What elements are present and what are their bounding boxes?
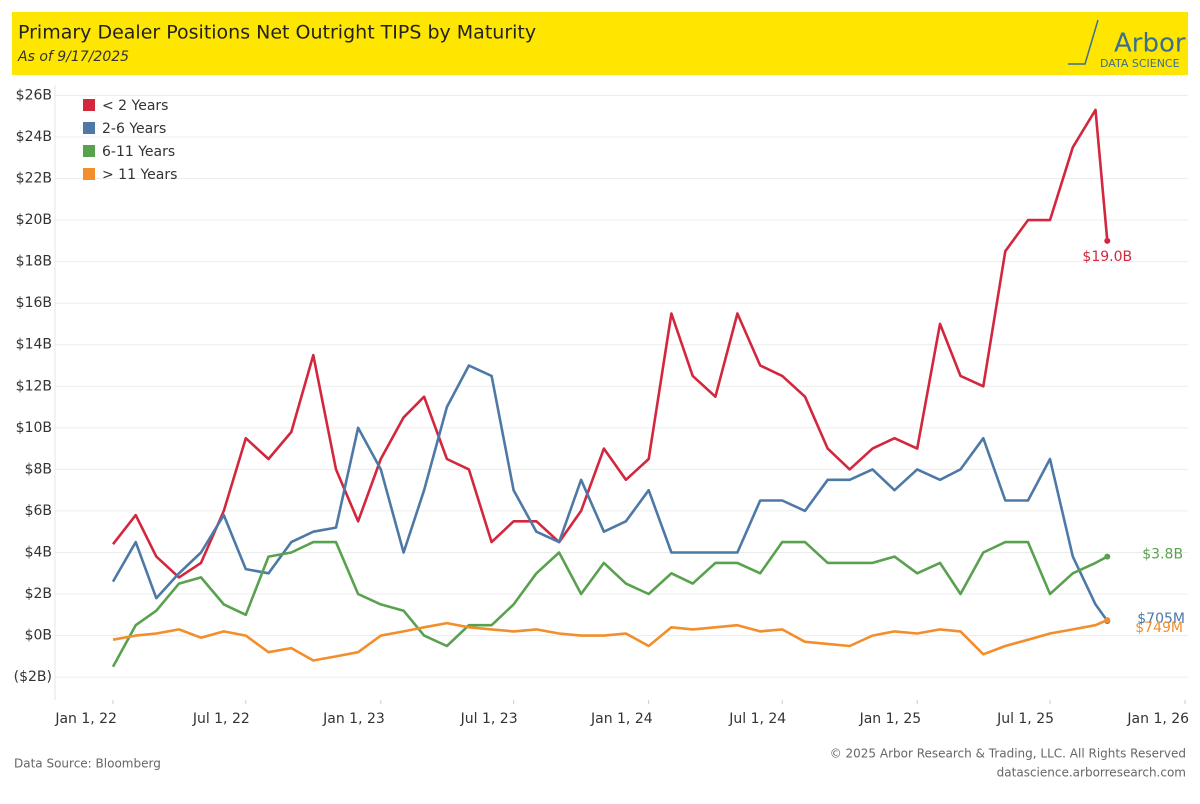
x-tick-label: Jan 1, 24 xyxy=(590,711,653,727)
series-line xyxy=(111,540,1108,668)
y-tick-label: $22B xyxy=(16,170,52,186)
source-note: Data Source: Bloomberg xyxy=(14,757,161,771)
logo: Arbor DATA SCIENCE xyxy=(1068,19,1186,70)
x-tick-label: Jan 1, 23 xyxy=(322,711,385,727)
chart-subtitle: As of 9/17/2025 xyxy=(17,49,129,65)
end-point xyxy=(1104,553,1111,560)
x-tick-label: Jul 1, 22 xyxy=(192,711,250,727)
data-label: $705M xyxy=(1137,611,1185,627)
y-tick-label: ($2B) xyxy=(14,669,52,685)
y-tick-label: $6B xyxy=(25,503,52,519)
logo-mark xyxy=(1068,19,1099,65)
chart-title: Primary Dealer Positions Net Outright TI… xyxy=(18,22,536,44)
y-tick-label: $26B xyxy=(16,87,52,103)
data-label: $19.0B xyxy=(1082,249,1132,265)
website: datascience.arborresearch.com xyxy=(997,766,1186,780)
x-tick-label: Jul 1, 24 xyxy=(728,711,786,727)
y-tick-label: $24B xyxy=(16,129,52,145)
y-tick-label: $0B xyxy=(25,628,52,644)
y-tick-label: $14B xyxy=(16,337,52,353)
copyright: © 2025 Arbor Research & Trading, LLC. Al… xyxy=(830,747,1186,761)
y-tick-label: $2B xyxy=(25,586,52,602)
end-point xyxy=(1104,617,1111,624)
legend-swatch xyxy=(83,99,95,111)
y-tick-label: $4B xyxy=(25,544,52,560)
logo-name: Arbor xyxy=(1114,29,1186,59)
legend-swatch xyxy=(83,122,95,134)
legend-swatch xyxy=(83,145,95,157)
data-label: $749M xyxy=(1135,620,1183,636)
series-line xyxy=(112,618,1108,662)
x-tick-label: Jan 1, 25 xyxy=(859,711,922,727)
y-tick-label: $20B xyxy=(16,212,52,228)
y-tick-label: $18B xyxy=(16,254,52,270)
series-line xyxy=(111,108,1109,579)
legend-label: < 2 Years xyxy=(102,98,168,114)
legend-swatch xyxy=(83,168,95,180)
y-tick-label: $16B xyxy=(16,295,52,311)
legend-label: 2-6 Years xyxy=(102,121,166,137)
end-point xyxy=(1104,237,1111,244)
x-tick-label: Jul 1, 25 xyxy=(996,711,1054,727)
y-tick-label: $10B xyxy=(16,420,52,436)
y-tick-label: $8B xyxy=(25,461,52,477)
logo-tagline: DATA SCIENCE xyxy=(1100,57,1180,70)
x-tick-label: Jul 1, 23 xyxy=(460,711,518,727)
legend-label: > 11 Years xyxy=(102,167,177,183)
data-label: $3.8B xyxy=(1142,547,1183,563)
y-tick-label: $12B xyxy=(16,378,52,394)
header-band xyxy=(12,12,1188,75)
x-tick-label: Jan 1, 22 xyxy=(54,711,117,727)
series-line xyxy=(111,364,1109,622)
x-tick-label: Jan 1, 26 xyxy=(1126,711,1189,727)
legend-label: 6-11 Years xyxy=(102,144,175,160)
